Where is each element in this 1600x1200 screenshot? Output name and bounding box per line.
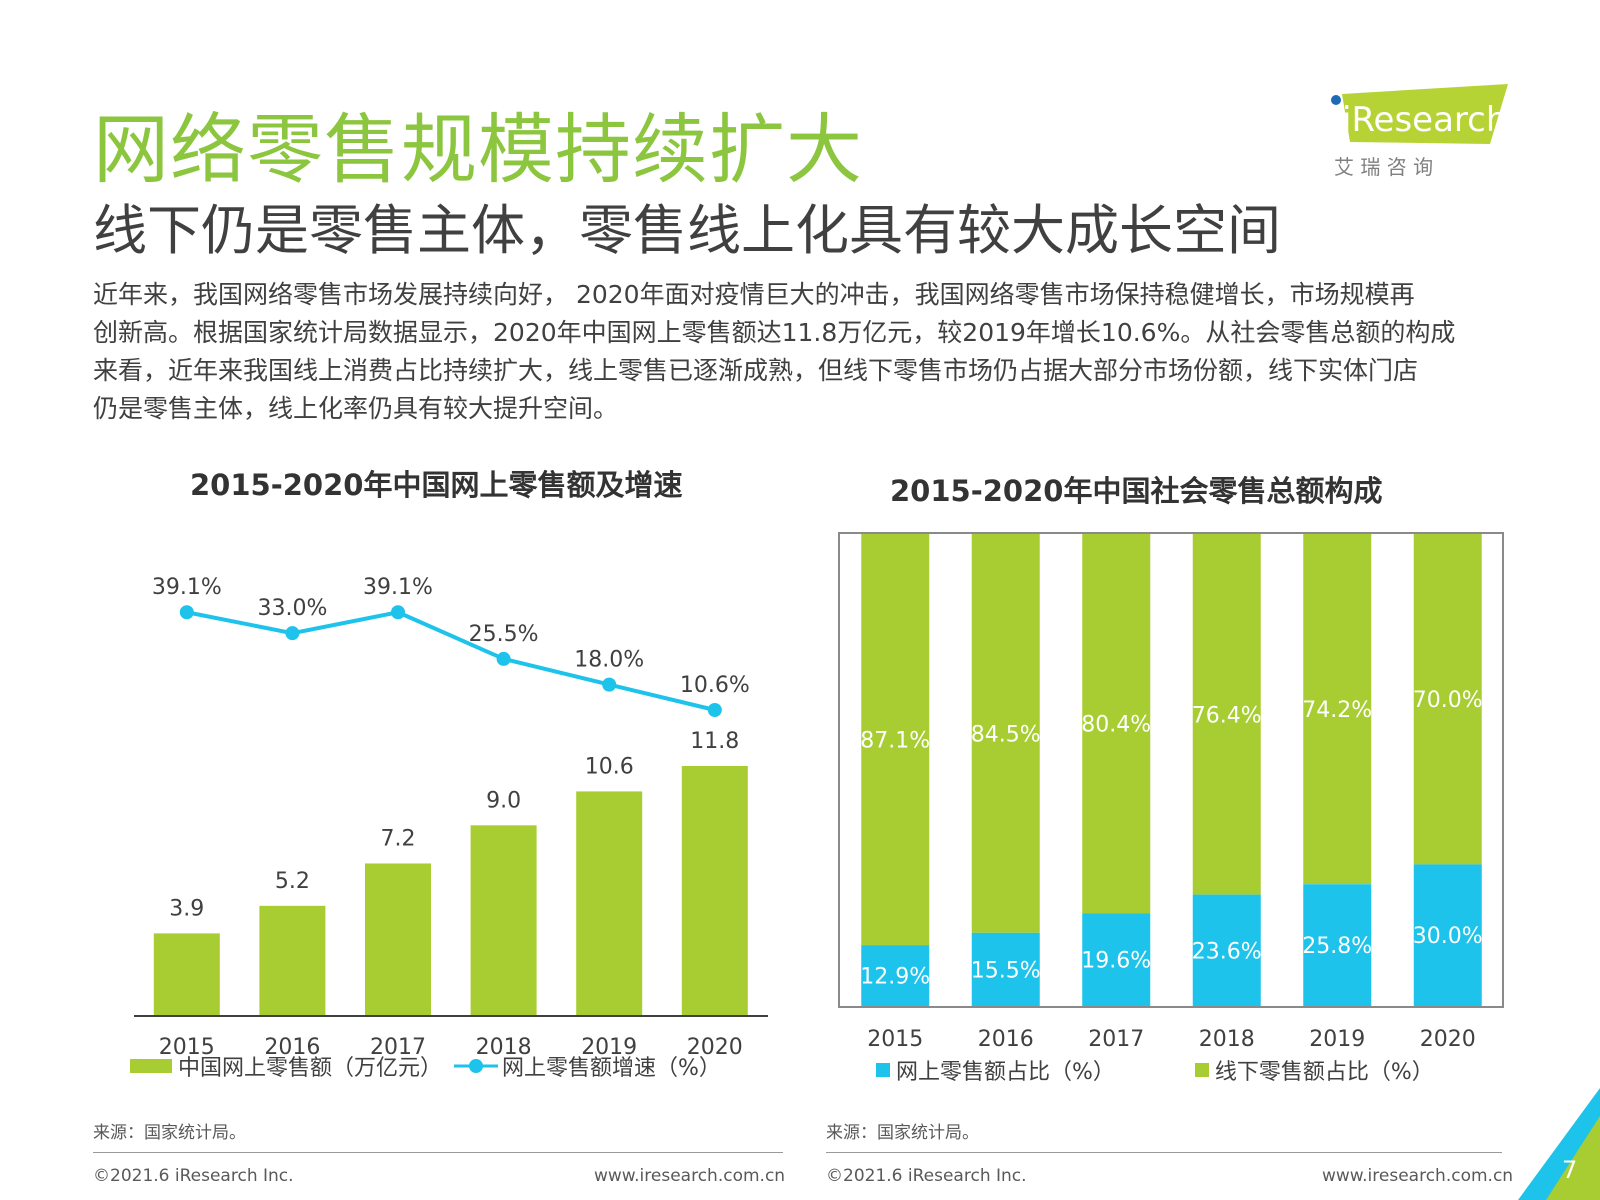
x-tick-label: 2016 [978,1027,1034,1052]
online-share-label: 30.0% [1413,924,1483,949]
bar-value-label: 9.0 [486,788,521,813]
offline-share-label: 76.4% [1192,703,1262,728]
online-share-label: 12.9% [860,965,930,990]
online-share-label: 23.6% [1192,939,1262,964]
growth-rate-point [496,651,511,666]
page-title: 网络零售规模持续扩大 [93,105,863,194]
bar-online-retail [576,791,643,1016]
legend-line-swatch [454,1059,499,1073]
x-tick-label: 2016 [264,1035,320,1060]
legend-bar-swatch [130,1059,172,1073]
x-tick-label: 2019 [1309,1027,1365,1052]
intro-line: 来看，近年来我国线上消费占比持续扩大，线上零售已逐渐成熟，但线下零售市场仍占据大… [93,356,1419,385]
footer-rule-right [826,1152,1502,1153]
retail-composition-stacked-chart: 87.1% 12.9% 2015 84.5% 15.5% 2016 80.4% 19.6% 20… [838,532,1504,1052]
bar-online-share [971,932,1040,1006]
growth-rate-label: 10.6% [680,673,750,698]
bar-online-share [1082,913,1151,1006]
bar-online-share [861,945,930,1006]
bar-offline-share [971,534,1040,933]
bar-online-retail [681,766,748,1016]
x-tick-label: 2020 [687,1035,743,1060]
offline-share-label: 84.5% [971,722,1041,747]
left-chart-title: 2015-2020年中国网上零售额及增速 [190,468,683,502]
page-number: 7 [1562,1156,1578,1184]
bar-offline-share [1192,534,1261,895]
offline-share-label: 70.0% [1413,688,1483,713]
legend-online-swatch [876,1063,890,1077]
growth-rate-label: 39.1% [363,575,433,600]
legend-online-label: 网上零售额占比（%） [896,1060,1115,1085]
left-legend: 中国网上零售额（万亿元） 网上零售额增速（%） [130,1050,721,1082]
bar-online-share [1303,884,1372,1006]
bar-online-share [1413,864,1482,1006]
growth-rate-line [186,610,716,712]
offline-share-label: 74.2% [1302,698,1372,723]
growth-rate-point [602,677,617,692]
intro-line: 仍是零售主体，线上化率仍具有较大提升空间。 [93,394,619,423]
growth-rate-label: 33.0% [257,596,327,621]
footer-url-right: www.iresearch.com.cn [1322,1166,1514,1186]
growth-rate-label: 18.0% [574,648,644,673]
growth-rate-point [179,605,194,620]
left-source: 来源：国家统计局。 [93,1123,246,1143]
bar-online-retail [259,905,326,1016]
logo-dot [1331,95,1341,105]
legend-offline-label: 线下零售额占比（%） [1214,1060,1434,1085]
legend-line-label: 网上零售额增速（%） [502,1056,721,1081]
right-source: 来源：国家统计局。 [826,1123,979,1143]
bar-online-retail [153,933,220,1016]
page-subtitle: 线下仍是零售主体，零售线上化具有较大成长空间 [93,199,1281,262]
legend-bar-label: 中国网上零售额（万亿元） [178,1056,443,1081]
bar-offline-share [1303,534,1372,885]
x-tick-label: 2015 [867,1027,923,1052]
footer-url-left: www.iresearch.com.cn [594,1166,786,1186]
plot-frame [838,532,1504,1008]
footer-copyright-left: ©2021.6 iResearch Inc. [93,1166,294,1186]
growth-rate-point [707,703,722,717]
intro-paragraph: 近年来，我国网络零售市场发展持续向好， 2020年面对疫情巨大的冲击，我国网络零… [93,276,1513,428]
bar-offline-share [861,534,930,946]
online-share-label: 25.8% [1302,934,1372,959]
bar-value-label: 5.2 [275,869,310,894]
bar-online-retail [365,863,431,1016]
bar-online-retail [470,825,537,1016]
x-tick-label: 2017 [370,1035,426,1060]
bar-value-label: 10.6 [585,754,634,779]
online-share-label: 15.5% [971,958,1041,983]
x-tick-label: 2015 [159,1035,215,1060]
x-tick-label: 2018 [476,1035,532,1060]
x-tick-label: 2020 [1420,1027,1476,1052]
right-legend: 网上零售额占比（%） 线下零售额占比（%） [876,1054,1434,1086]
iresearch-logo: iResearch 艾 瑞 咨 询 [1331,84,1508,179]
corner-decoration [1518,1088,1600,1200]
online-share-label: 19.6% [1081,949,1151,974]
intro-line: 近年来，我国网络零售市场发展持续向好， 2020年面对疫情巨大的冲击，我国网络零… [93,280,1415,309]
bar-value-label: 11.8 [690,729,739,754]
bar-offline-share [1413,534,1482,865]
right-chart-title: 2015-2020年中国社会零售总额构成 [890,474,1383,508]
intro-line: 创新高。根据国家统计局数据显示，2020年中国网上零售额达11.8万亿元，较20… [93,318,1456,347]
legend-offline-swatch [1194,1063,1209,1077]
bar-value-label: 7.2 [381,826,416,851]
offline-share-label: 80.4% [1081,713,1151,738]
growth-rate-label: 25.5% [469,622,539,647]
logo-cn-text: 艾 瑞 咨 询 [1334,155,1433,179]
footer-rule-left [93,1152,783,1153]
offline-share-label: 87.1% [860,729,930,754]
bar-online-share [1192,894,1261,1006]
growth-rate-point [285,626,300,641]
x-tick-label: 2019 [581,1035,637,1060]
bar-offline-share [1082,534,1151,914]
online-retail-combo-chart: 3.9 2015 5.2 2016 7.2 2017 9.0 2018 10.6 2019 11.8… [134,575,768,1060]
growth-rate-point [391,605,405,620]
logo-brand-text: iResearch [1342,100,1507,140]
x-tick-label: 2017 [1088,1027,1144,1052]
bar-value-label: 3.9 [169,896,204,921]
footer-copyright-right: ©2021.6 iResearch Inc. [826,1166,1027,1186]
x-tick-label: 2018 [1199,1027,1255,1052]
logo-banner-shape [1342,84,1508,144]
growth-rate-label: 39.1% [152,575,222,600]
